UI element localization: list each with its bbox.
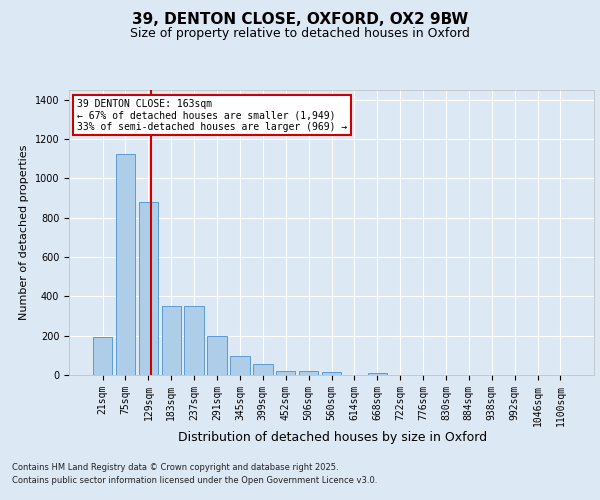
Bar xyxy=(368,372,387,375)
Bar xyxy=(93,336,112,375)
Bar xyxy=(208,336,227,375)
Bar xyxy=(322,372,341,375)
Bar xyxy=(299,370,319,375)
Bar xyxy=(276,370,295,375)
Text: Distribution of detached houses by size in Oxford: Distribution of detached houses by size … xyxy=(178,431,488,444)
Bar xyxy=(253,364,272,375)
Text: Size of property relative to detached houses in Oxford: Size of property relative to detached ho… xyxy=(130,28,470,40)
Bar xyxy=(230,356,250,375)
Text: 39, DENTON CLOSE, OXFORD, OX2 9BW: 39, DENTON CLOSE, OXFORD, OX2 9BW xyxy=(132,12,468,28)
Y-axis label: Number of detached properties: Number of detached properties xyxy=(19,145,29,320)
Bar xyxy=(116,154,135,375)
Bar xyxy=(139,202,158,375)
Bar xyxy=(184,306,204,375)
Text: 39 DENTON CLOSE: 163sqm
← 67% of detached houses are smaller (1,949)
33% of semi: 39 DENTON CLOSE: 163sqm ← 67% of detache… xyxy=(77,98,347,132)
Text: Contains public sector information licensed under the Open Government Licence v3: Contains public sector information licen… xyxy=(12,476,377,485)
Text: Contains HM Land Registry data © Crown copyright and database right 2025.: Contains HM Land Registry data © Crown c… xyxy=(12,464,338,472)
Bar xyxy=(161,306,181,375)
